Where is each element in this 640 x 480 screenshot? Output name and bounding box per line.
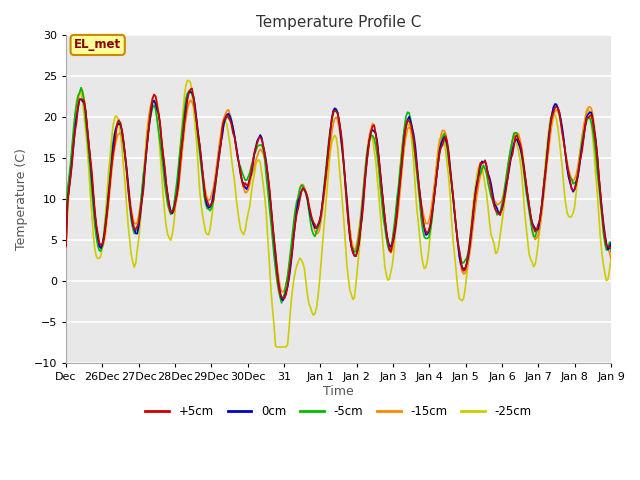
X-axis label: Time: Time: [323, 385, 354, 398]
Y-axis label: Temperature (C): Temperature (C): [15, 148, 28, 250]
Legend: +5cm, 0cm, -5cm, -15cm, -25cm: +5cm, 0cm, -5cm, -15cm, -25cm: [141, 401, 536, 423]
Title: Temperature Profile C: Temperature Profile C: [256, 15, 421, 30]
Text: EL_met: EL_met: [74, 38, 121, 51]
